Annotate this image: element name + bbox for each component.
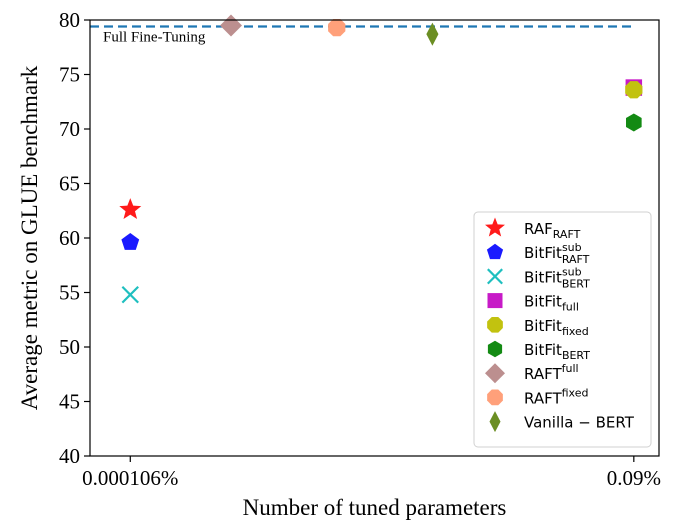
legend-label-bitfit-full: BitFitfull xyxy=(524,293,579,314)
legend-label-bitfit-bert-sub: BitFitsub BERT xyxy=(524,265,590,290)
y-tick-label: 40 xyxy=(59,444,80,468)
y-tick-label: 70 xyxy=(59,117,80,141)
legend-marker-raft-fixed xyxy=(487,389,503,406)
legend-marker-vanilla-bert xyxy=(489,411,501,433)
legend-marker-bitfit-fixed xyxy=(487,316,503,333)
legend-box xyxy=(473,211,652,448)
legend-label-vanilla-bert: Vanilla − BERT xyxy=(524,414,635,432)
legend-label-bitfit-raft-sub: BitFitsub RAFT xyxy=(524,241,590,266)
legend-label-raft-full: RAFTfull xyxy=(524,362,579,383)
legend-label-bitfit-fixed: BitFitfixed xyxy=(524,317,589,338)
y-axis-ticks: 40 45 50 55 60 65 70 75 80 xyxy=(59,8,90,468)
point-bitfit-bert-sub xyxy=(121,285,139,304)
x-tick-label: 0.000106% xyxy=(82,466,178,490)
point-raf-raft xyxy=(119,198,142,219)
legend-marker-bitfit-full xyxy=(487,293,503,309)
legend-marker-bitfit-bert xyxy=(487,340,503,358)
point-bitfit-fixed xyxy=(625,81,643,99)
y-tick-label: 65 xyxy=(59,172,80,196)
point-raft-fixed xyxy=(328,18,346,37)
point-vanilla-bert xyxy=(426,22,439,46)
legend-label-bitfit-bert: BitFitBERT xyxy=(524,341,590,362)
legend-marker-bitfit-bert-sub xyxy=(487,268,503,285)
legend-label-raft-fixed: RAFTfixed xyxy=(524,386,588,407)
x-tick-label: 0.09% xyxy=(607,466,661,490)
point-bitfit-raft-sub xyxy=(121,233,140,250)
y-tick-label: 80 xyxy=(59,8,80,32)
y-tick-label: 75 xyxy=(59,63,80,87)
y-tick-label: 55 xyxy=(59,281,80,305)
y-tick-label: 45 xyxy=(59,390,80,414)
point-bitfit-bert xyxy=(626,113,642,132)
x-axis-label: Number of tuned parameters xyxy=(243,495,507,520)
legend-marker-raft-full xyxy=(485,363,505,384)
x-axis-ticks: 0.000106% 0.09% xyxy=(82,456,661,490)
y-axis-label: Average metric on GLUE benchmark xyxy=(17,65,42,410)
legend-marker-bitfit-raft-sub xyxy=(486,243,504,260)
legend-label-raf-raft: RAFRAFT xyxy=(524,220,581,241)
y-tick-label: 60 xyxy=(59,226,80,250)
legend-marker-raf-raft xyxy=(485,217,505,237)
y-tick-label: 50 xyxy=(59,335,80,359)
full-fine-tuning-label: Full Fine-Tuning xyxy=(103,30,206,46)
plot-frame xyxy=(89,19,660,457)
